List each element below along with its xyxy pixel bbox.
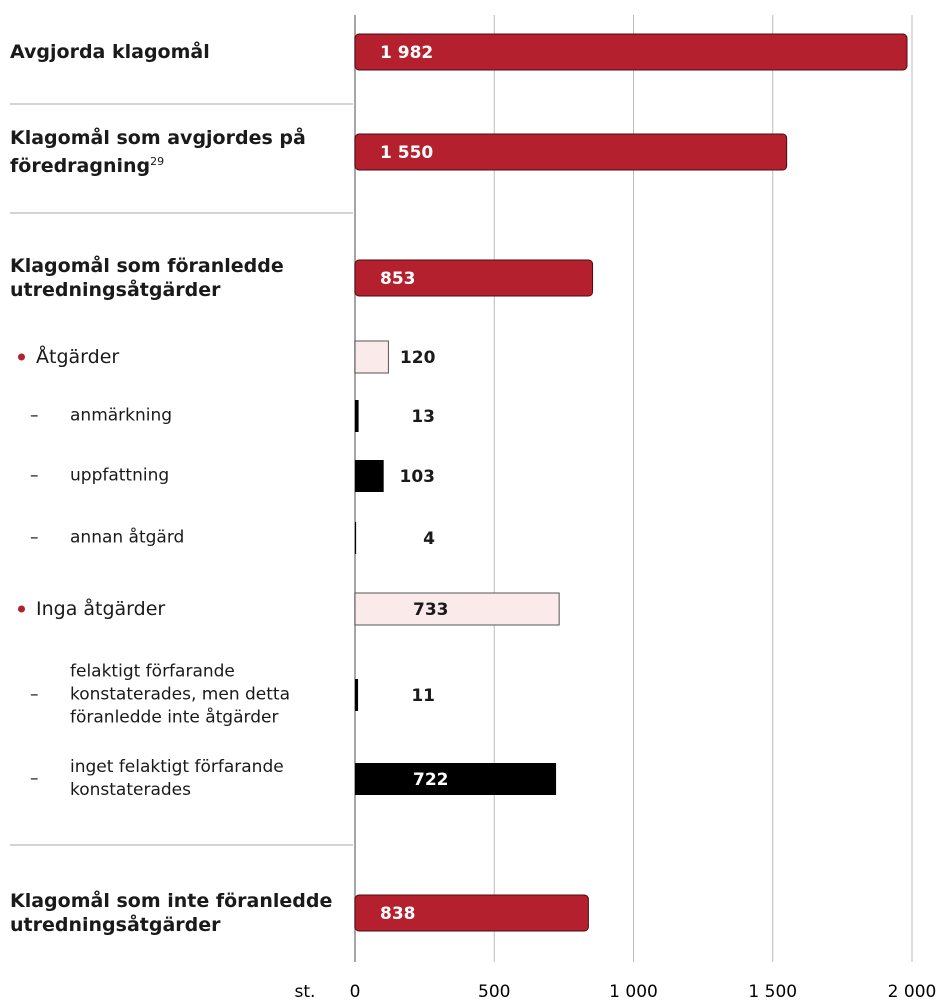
value-label: 4 — [423, 529, 435, 549]
value-label: 103 — [400, 467, 436, 487]
category-label: Klagomål som föranledde utredningsåtgärd… — [10, 254, 340, 302]
x-axis-label: st. — [295, 982, 316, 1002]
label-text: Åtgärder — [36, 346, 120, 368]
value-label: 722 — [413, 770, 449, 790]
bar — [354, 340, 389, 374]
dash: – — [30, 527, 39, 548]
bar — [354, 259, 594, 297]
bar — [355, 522, 357, 554]
value-label: 838 — [380, 904, 416, 924]
dash: – — [30, 465, 39, 486]
bullet — [18, 353, 25, 361]
value-label: 13 — [411, 407, 435, 427]
bar — [355, 763, 557, 795]
x-tick-label: 1 000 — [609, 982, 658, 1002]
x-tick-label: 500 — [478, 982, 510, 1002]
label-text: uppfattning — [70, 465, 170, 486]
label-text: inget felaktigt förfarande konstaterades — [70, 757, 284, 800]
dash: – — [30, 768, 39, 789]
value-label: 733 — [413, 600, 449, 620]
label-text: annan åtgärd — [70, 527, 185, 548]
category-label: uppfattning — [70, 465, 340, 488]
category-label: inget felaktigt förfarande konstaterades — [70, 756, 340, 802]
category-label: Avgjorda klagomål — [10, 40, 340, 64]
label-text: Klagomål som avgjordes på föredragning — [10, 126, 306, 178]
label-text: Inga åtgärder — [36, 598, 166, 620]
bar — [354, 894, 589, 932]
bullet — [18, 605, 25, 613]
bar — [354, 592, 560, 626]
label-text: Klagomål som föranledde utredningsåtgärd… — [10, 255, 284, 301]
category-label: Klagomål som avgjordes på föredragning29 — [10, 126, 340, 178]
x-tick-label: 0 — [350, 982, 361, 1002]
x-tick-label: 2 000 — [888, 982, 937, 1002]
value-label: 120 — [400, 348, 436, 368]
x-tick-label: 1 500 — [748, 982, 797, 1002]
category-label: Åtgärder — [36, 345, 336, 369]
category-label: annan åtgärd — [70, 527, 340, 550]
label-text: felaktigt förfarande konstaterades, men … — [70, 661, 290, 728]
category-label: felaktigt förfarande konstaterades, men … — [70, 661, 340, 730]
category-label: anmärkning — [70, 405, 340, 428]
bar — [355, 400, 359, 432]
label-text: anmärkning — [70, 405, 173, 426]
bar — [355, 460, 384, 492]
value-label: 1 982 — [380, 43, 433, 63]
bar — [354, 33, 908, 71]
value-label: 1 550 — [380, 143, 433, 163]
value-label: 11 — [411, 686, 435, 706]
category-label: Inga åtgärder — [36, 597, 336, 621]
value-label: 853 — [380, 269, 416, 289]
category-label: Klagomål som inte föranledde utredningså… — [10, 889, 340, 937]
bar — [354, 133, 788, 171]
bar — [355, 679, 359, 711]
label-text: Klagomål som inte föranledde utredningså… — [10, 890, 333, 936]
footnote: 29 — [150, 154, 165, 168]
dash: – — [30, 684, 39, 705]
label-text: Avgjorda klagomål — [10, 41, 210, 63]
dash: – — [30, 405, 39, 426]
